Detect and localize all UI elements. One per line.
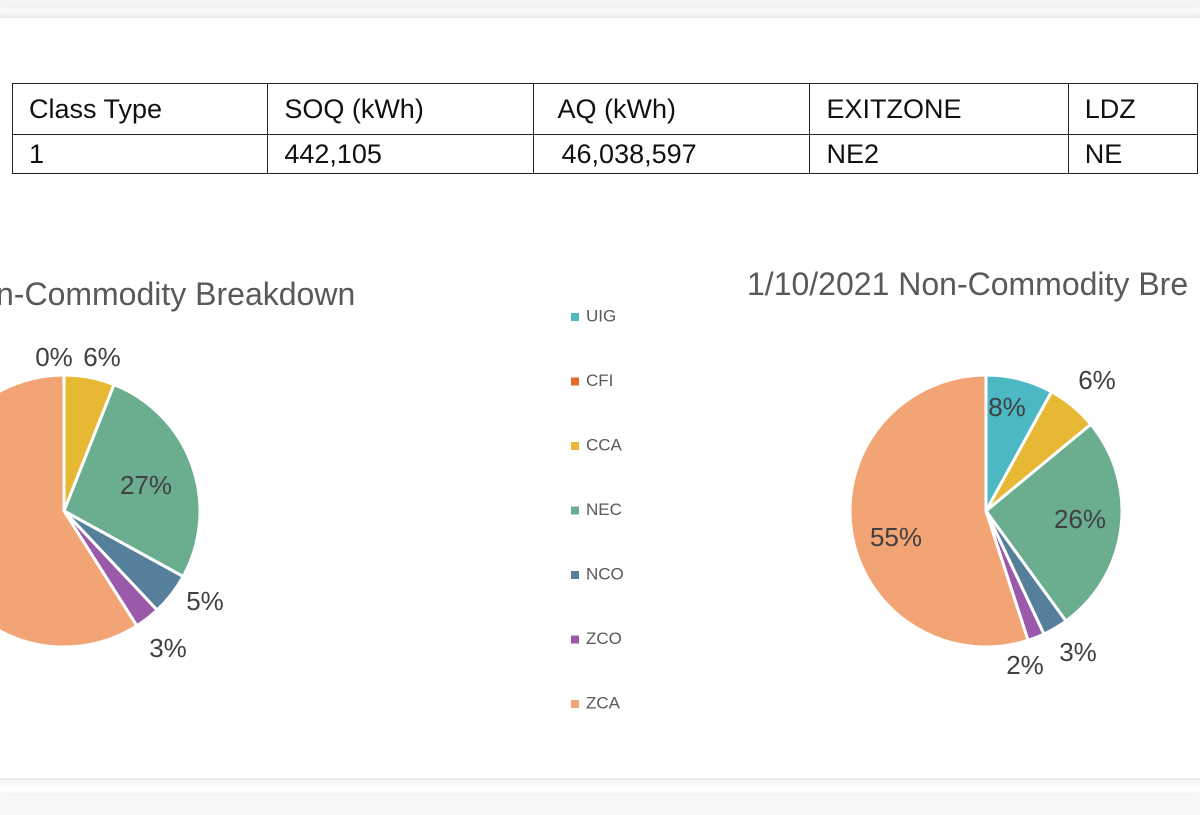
table-row: 1 442,105 46,038,597 NE2 NE — [11, 134, 1199, 174]
table-header-row: Class Type SOQ (kWh) AQ (kWh) EXITZONE L… — [11, 83, 1199, 135]
table-cell: 46,038,597 — [532, 134, 811, 174]
header-cell: SOQ (kWh) — [267, 83, 534, 135]
data-label-cca: 6% — [1078, 365, 1116, 395]
legend-swatch-nco — [571, 571, 579, 579]
left-chart-title: n-Commodity Breakdown — [0, 276, 356, 312]
legend-swatch-cca — [571, 442, 579, 450]
header-cell: AQ (kWh) — [532, 83, 811, 135]
pie-chart-right: 8% 6% 26% 3% 2% 55% — [848, 365, 1124, 680]
legend: UIG CFI CCA NEC NCO ZCO ZCA — [571, 306, 624, 712]
data-label-nco: 5% — [186, 586, 224, 616]
table-cell: 1 — [11, 134, 269, 174]
table-cell: NE2 — [809, 134, 1069, 174]
data-label-nco: 3% — [1059, 637, 1097, 667]
legend-swatch-zco — [571, 635, 579, 644]
data-label-zco: 3% — [149, 633, 187, 663]
legend-label-uig: UIG — [586, 306, 616, 325]
pie-slice-zca — [0, 373, 139, 649]
legend-swatch-zca — [571, 700, 579, 708]
legend-label-zca: ZCA — [586, 693, 621, 712]
data-label-nec: 27% — [120, 470, 172, 500]
legend-label-zco: ZCO — [586, 629, 622, 648]
legend-label-cfi: CFI — [586, 371, 613, 390]
data-label-cca: 6% — [83, 342, 121, 372]
top-strip — [0, 0, 1200, 6]
legend-swatch-cfi — [571, 377, 579, 386]
supply-info-table: Class Type SOQ (kWh) AQ (kWh) EXITZONE L… — [11, 83, 1199, 174]
bottom-strip — [0, 795, 1200, 815]
data-label-zco: 2% — [1006, 650, 1044, 680]
legend-swatch-nec — [571, 506, 579, 515]
legend-swatch-uig — [571, 313, 579, 321]
right-chart-title: 1/10/2021 Non-Commodity Bre — [747, 266, 1189, 302]
data-label-uig: 8% — [988, 392, 1026, 422]
pie-slice-nec — [983, 422, 1124, 624]
data-label-nec: 26% — [1054, 504, 1106, 534]
table-cell: NE — [1067, 134, 1199, 174]
pie-slice-zca — [848, 373, 1030, 649]
table-cell: 442,105 — [267, 134, 534, 174]
legend-label-nco: NCO — [586, 564, 624, 583]
legend-label-cca: CCA — [586, 435, 623, 454]
data-label-zca: 55% — [870, 522, 922, 552]
header-cell: Class Type — [11, 83, 269, 135]
legend-label-nec: NEC — [586, 500, 622, 519]
pie-chart-left: 0% 6% 27% 5% 3% — [0, 342, 224, 663]
data-label-uig: 0% — [35, 342, 73, 372]
